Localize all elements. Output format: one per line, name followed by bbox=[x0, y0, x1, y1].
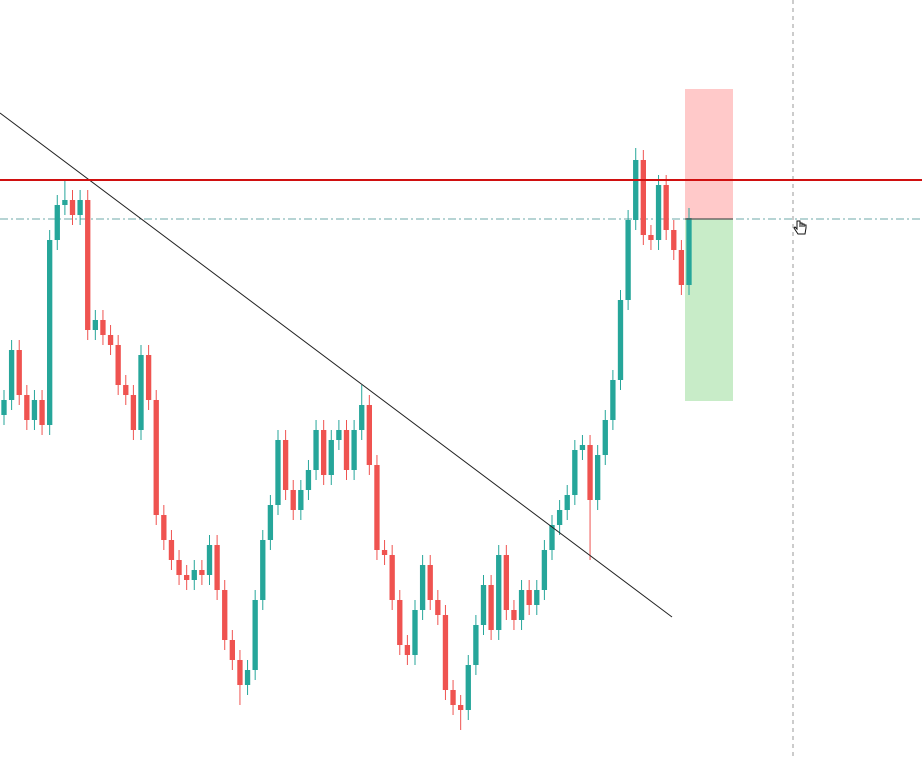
candle-body bbox=[663, 185, 669, 230]
candle-body bbox=[54, 205, 60, 240]
candle-body bbox=[222, 590, 228, 640]
candle-body bbox=[161, 515, 167, 540]
candle-body bbox=[397, 600, 403, 645]
candle-body bbox=[16, 350, 22, 395]
candle-body bbox=[191, 570, 197, 580]
candle-body bbox=[541, 550, 548, 590]
candle-body bbox=[549, 525, 555, 550]
candle-body bbox=[587, 445, 593, 500]
candle-body bbox=[282, 440, 289, 490]
candle-body bbox=[184, 575, 190, 580]
candle-body bbox=[8, 350, 15, 400]
candle-body bbox=[496, 555, 502, 630]
candle-body bbox=[564, 495, 570, 510]
candle-body bbox=[435, 600, 441, 615]
candle-body bbox=[503, 555, 509, 610]
candle-body bbox=[359, 405, 365, 430]
candle-body bbox=[404, 645, 411, 655]
take-profit-zone[interactable] bbox=[685, 219, 733, 401]
candle-body bbox=[305, 470, 312, 490]
candle-body bbox=[321, 430, 327, 475]
candle-body bbox=[534, 590, 540, 605]
candle-body bbox=[610, 380, 616, 420]
candle-body bbox=[260, 540, 266, 600]
candle-body bbox=[381, 550, 388, 555]
candle-body bbox=[92, 320, 98, 330]
candle-body bbox=[473, 625, 479, 665]
candle-body bbox=[237, 660, 243, 685]
candle-body bbox=[595, 455, 601, 500]
candle-body bbox=[107, 335, 114, 345]
candle-body bbox=[511, 610, 517, 620]
candle-body bbox=[427, 565, 433, 600]
candle-body bbox=[206, 545, 213, 575]
candle-body bbox=[244, 670, 251, 685]
candle-body bbox=[526, 590, 532, 605]
candle-body bbox=[115, 345, 121, 385]
candle-body bbox=[412, 610, 418, 655]
candle-body bbox=[640, 160, 646, 235]
candle-body bbox=[176, 560, 182, 575]
candle-body bbox=[168, 540, 175, 560]
candle-body bbox=[450, 690, 456, 705]
candle-body bbox=[480, 585, 487, 625]
candle-body bbox=[556, 510, 563, 525]
candle-body bbox=[199, 570, 205, 575]
candle-body bbox=[290, 490, 296, 510]
candle-body bbox=[442, 615, 449, 690]
candle-body bbox=[602, 420, 608, 455]
candle-body bbox=[572, 450, 578, 495]
candle-body bbox=[366, 405, 372, 465]
candle-body bbox=[579, 445, 586, 450]
candle-body bbox=[298, 490, 304, 510]
candle-body bbox=[214, 545, 220, 590]
candles bbox=[1, 148, 692, 730]
candle-body bbox=[31, 400, 38, 420]
candle-body bbox=[655, 185, 662, 240]
candle-body bbox=[374, 465, 380, 550]
candle-body bbox=[153, 400, 159, 515]
candle-body bbox=[465, 665, 471, 710]
candle-body bbox=[123, 385, 129, 395]
candle-body bbox=[275, 440, 281, 505]
candle-body bbox=[313, 430, 319, 470]
candle-body bbox=[24, 395, 30, 420]
candle-body bbox=[328, 440, 334, 475]
candle-body bbox=[229, 640, 235, 660]
trend-line[interactable] bbox=[0, 112, 673, 618]
candle-body bbox=[389, 555, 395, 600]
candle-body bbox=[678, 250, 685, 285]
cursor bbox=[793, 220, 807, 235]
candle-body bbox=[671, 230, 677, 250]
candle-body bbox=[351, 430, 357, 470]
candle-body bbox=[62, 200, 68, 205]
candle-body bbox=[47, 240, 53, 425]
stop-loss-zone[interactable] bbox=[685, 89, 733, 219]
candle-body bbox=[130, 395, 137, 430]
candle-body bbox=[252, 600, 258, 670]
candle-body bbox=[518, 590, 525, 620]
candle-body bbox=[633, 160, 639, 220]
candle-body bbox=[625, 220, 631, 300]
candle-body bbox=[336, 430, 342, 440]
candle-body bbox=[69, 200, 76, 215]
candle-body bbox=[77, 200, 83, 215]
candle-body bbox=[458, 705, 464, 710]
candle-body bbox=[100, 320, 106, 335]
candle-body bbox=[419, 565, 426, 610]
candle-body bbox=[138, 355, 144, 430]
candle-body bbox=[488, 585, 494, 630]
candle-body bbox=[267, 505, 274, 540]
candle-body bbox=[1, 400, 7, 415]
candle-body bbox=[617, 300, 624, 380]
candle-body bbox=[85, 200, 91, 330]
candle-body bbox=[145, 355, 152, 400]
candle-body bbox=[39, 400, 45, 425]
candle-body bbox=[686, 218, 692, 285]
candle-body bbox=[343, 430, 350, 470]
candle-body bbox=[648, 235, 654, 240]
